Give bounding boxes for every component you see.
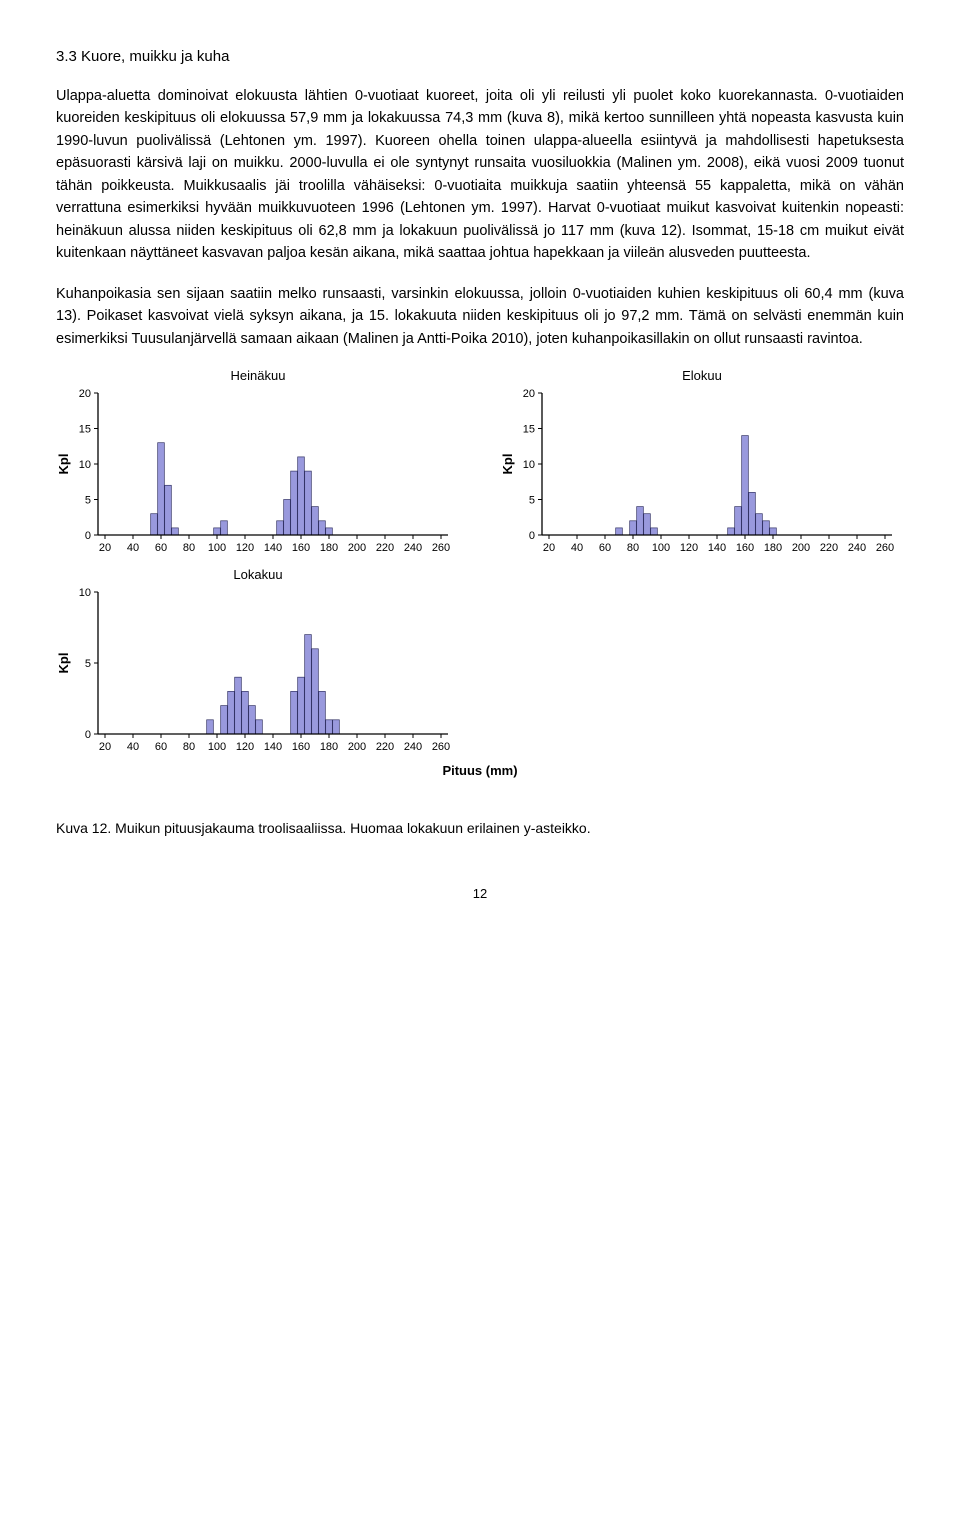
svg-text:0: 0 bbox=[529, 530, 535, 542]
svg-text:60: 60 bbox=[155, 741, 167, 753]
body-paragraph-1: Ulappa-aluetta dominoivat elokuusta läht… bbox=[56, 85, 904, 265]
section-title: 3.3 Kuore, muikku ja kuha bbox=[56, 48, 904, 65]
svg-text:20: 20 bbox=[543, 542, 555, 554]
svg-text:180: 180 bbox=[320, 741, 338, 753]
svg-text:80: 80 bbox=[183, 542, 195, 554]
svg-text:10: 10 bbox=[79, 459, 91, 471]
svg-text:60: 60 bbox=[599, 542, 611, 554]
svg-text:120: 120 bbox=[680, 542, 698, 554]
svg-text:5: 5 bbox=[529, 495, 535, 507]
svg-text:20: 20 bbox=[99, 542, 111, 554]
chart-title: Heinäkuu bbox=[56, 368, 460, 383]
svg-text:15: 15 bbox=[79, 424, 91, 436]
svg-text:Kpl: Kpl bbox=[56, 454, 71, 475]
svg-text:140: 140 bbox=[708, 542, 726, 554]
page-number: 12 bbox=[56, 886, 904, 901]
svg-text:200: 200 bbox=[792, 542, 810, 554]
svg-text:240: 240 bbox=[404, 741, 422, 753]
svg-text:100: 100 bbox=[208, 741, 226, 753]
svg-text:180: 180 bbox=[320, 542, 338, 554]
chart-title: Lokakuu bbox=[56, 567, 460, 582]
svg-text:120: 120 bbox=[236, 741, 254, 753]
svg-text:100: 100 bbox=[208, 542, 226, 554]
svg-text:220: 220 bbox=[376, 741, 394, 753]
svg-text:0: 0 bbox=[85, 530, 91, 542]
svg-text:240: 240 bbox=[848, 542, 866, 554]
figure-caption: Kuva 12. Muikun pituusjakauma troolisaal… bbox=[56, 820, 904, 836]
svg-text:10: 10 bbox=[79, 587, 91, 599]
svg-text:20: 20 bbox=[523, 388, 535, 400]
chart-title: Elokuu bbox=[500, 368, 904, 383]
svg-text:200: 200 bbox=[348, 542, 366, 554]
svg-text:140: 140 bbox=[264, 542, 282, 554]
svg-text:40: 40 bbox=[571, 542, 583, 554]
svg-text:20: 20 bbox=[79, 388, 91, 400]
svg-text:160: 160 bbox=[292, 542, 310, 554]
svg-text:220: 220 bbox=[376, 542, 394, 554]
svg-text:200: 200 bbox=[348, 741, 366, 753]
svg-text:5: 5 bbox=[85, 658, 91, 670]
svg-text:40: 40 bbox=[127, 542, 139, 554]
svg-text:40: 40 bbox=[127, 741, 139, 753]
svg-text:0: 0 bbox=[85, 729, 91, 741]
x-axis-label: Pituus (mm) bbox=[442, 763, 517, 778]
chart-heinakuu: Heinäkuu 0 5 10 15 20 20 40 60 80 100 120 140 160 180… bbox=[56, 368, 460, 557]
svg-text:80: 80 bbox=[183, 741, 195, 753]
svg-text:100: 100 bbox=[652, 542, 670, 554]
svg-text:240: 240 bbox=[404, 542, 422, 554]
svg-text:Kpl: Kpl bbox=[500, 454, 515, 475]
svg-text:140: 140 bbox=[264, 741, 282, 753]
svg-text:220: 220 bbox=[820, 542, 838, 554]
svg-text:5: 5 bbox=[85, 495, 91, 507]
svg-text:20: 20 bbox=[99, 741, 111, 753]
svg-text:80: 80 bbox=[627, 542, 639, 554]
svg-text:260: 260 bbox=[432, 741, 450, 753]
svg-text:10: 10 bbox=[523, 459, 535, 471]
chart-lokakuu: Lokakuu 0 5 10 20 40 60 80 100 120 140 160 180 200 22… bbox=[56, 567, 460, 756]
svg-text:Kpl: Kpl bbox=[56, 653, 71, 674]
svg-text:160: 160 bbox=[292, 741, 310, 753]
figure-12: Heinäkuu 0510152020406080100120140160180… bbox=[56, 368, 904, 780]
svg-text:60: 60 bbox=[155, 542, 167, 554]
svg-text:180: 180 bbox=[764, 542, 782, 554]
svg-text:260: 260 bbox=[432, 542, 450, 554]
svg-text:160: 160 bbox=[736, 542, 754, 554]
svg-text:260: 260 bbox=[876, 542, 894, 554]
chart-elokuu: Elokuu 0 5 10 15 20 20 40 60 80 100 120 140 160 180 20… bbox=[500, 368, 904, 557]
svg-text:15: 15 bbox=[523, 424, 535, 436]
svg-text:120: 120 bbox=[236, 542, 254, 554]
body-paragraph-2: Kuhanpoikasia sen sijaan saatiin melko r… bbox=[56, 283, 904, 350]
